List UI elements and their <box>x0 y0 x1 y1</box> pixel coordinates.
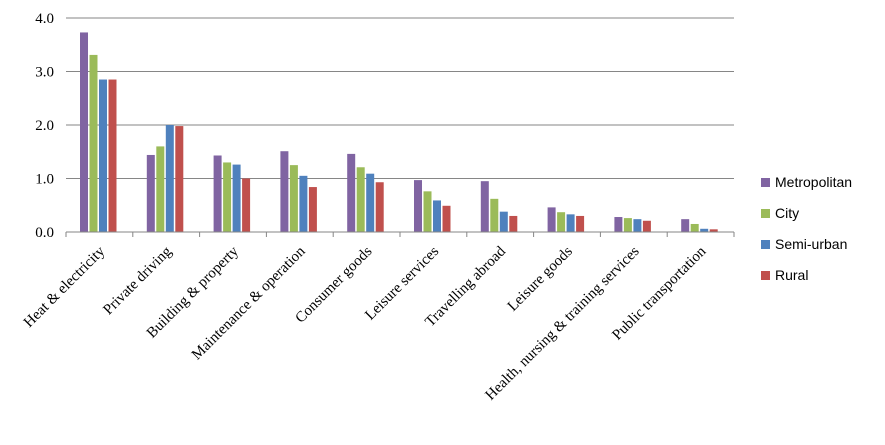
category-label: Private driving <box>100 243 175 318</box>
bar <box>165 125 174 232</box>
bar <box>366 173 375 232</box>
bars <box>80 32 718 233</box>
y-tick-label: 0.0 <box>35 225 54 241</box>
bar <box>490 198 499 232</box>
category-label: Maintenance & operation <box>189 243 309 363</box>
bar <box>347 153 356 232</box>
bar <box>642 220 651 232</box>
bar <box>80 32 88 232</box>
bar <box>566 214 575 232</box>
x-axis <box>65 231 735 237</box>
bar <box>480 181 489 232</box>
bar <box>356 167 365 232</box>
y-tick-label: 1.0 <box>35 172 54 188</box>
bar <box>99 79 107 233</box>
bar <box>213 155 222 232</box>
bar <box>614 217 623 232</box>
bar <box>299 175 308 232</box>
bar <box>509 215 518 232</box>
y-tick-label: 4.0 <box>35 11 54 27</box>
bar <box>89 54 98 232</box>
bar <box>442 205 451 232</box>
legend-swatch <box>761 209 770 218</box>
bar <box>375 182 384 232</box>
category-label: Heat & electricity <box>21 243 109 331</box>
bar <box>681 219 690 232</box>
bar <box>156 146 165 232</box>
legend: Metropolitan City Semi-urban Rural <box>761 174 852 283</box>
legend-label: Rural <box>775 267 808 283</box>
bar <box>308 187 317 232</box>
bar <box>242 178 251 232</box>
bar <box>146 154 155 232</box>
bar <box>108 79 117 233</box>
y-tick-label: 3.0 <box>35 65 54 81</box>
legend-label: City <box>775 205 799 221</box>
category-label: Leisure goods <box>505 243 576 314</box>
bar <box>423 191 432 232</box>
legend-swatch <box>761 271 770 280</box>
bar <box>289 165 298 232</box>
legend-label: Semi-urban <box>775 236 847 252</box>
y-tick-label: 2.0 <box>35 118 54 134</box>
legend-swatch <box>761 240 770 249</box>
bar <box>547 207 556 232</box>
legend-label: Metropolitan <box>775 174 852 190</box>
bar <box>700 228 709 232</box>
bar <box>499 211 508 232</box>
gridlines <box>66 17 734 179</box>
bar <box>709 229 718 232</box>
y-axis-ticks: 0.0 1.0 2.0 3.0 4.0 <box>35 11 54 241</box>
bar <box>280 151 289 232</box>
bar <box>414 180 422 232</box>
bar <box>232 164 241 232</box>
bar <box>557 212 566 232</box>
bar <box>633 219 642 232</box>
bar <box>433 200 441 232</box>
bar <box>223 162 232 232</box>
bar <box>623 218 632 232</box>
bar <box>175 126 184 232</box>
legend-swatch <box>761 178 770 187</box>
bar <box>576 215 585 232</box>
bar <box>690 223 699 232</box>
